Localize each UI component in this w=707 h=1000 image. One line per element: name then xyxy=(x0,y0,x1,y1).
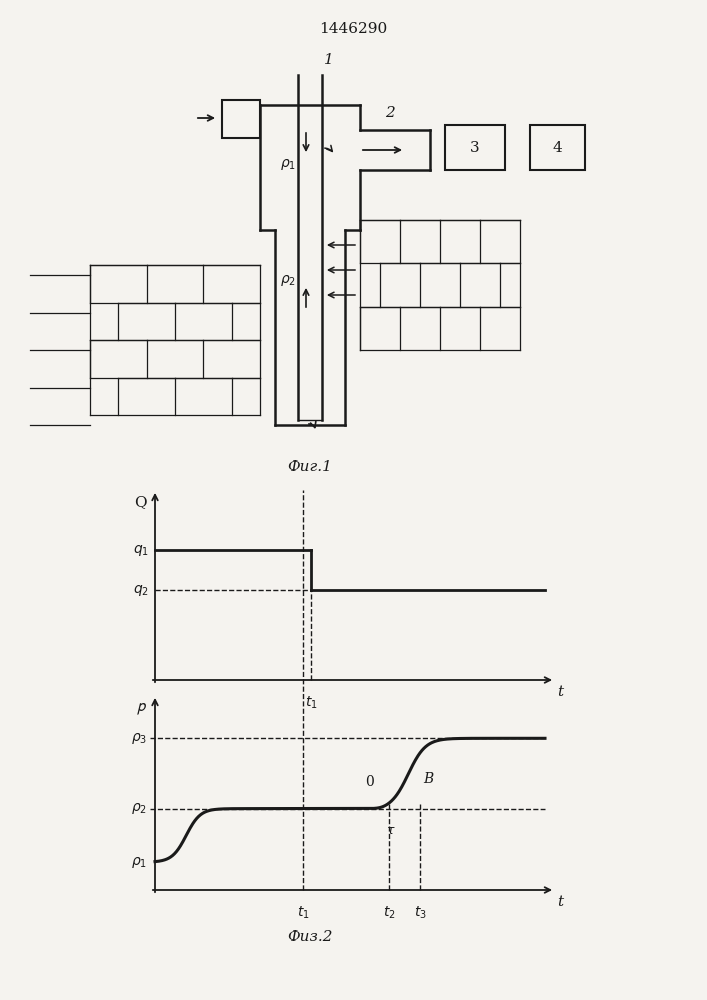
Text: 0: 0 xyxy=(365,775,374,789)
Text: 4: 4 xyxy=(553,140,562,154)
Bar xyxy=(445,125,505,170)
Text: Фиг.1: Фиг.1 xyxy=(288,460,332,474)
Text: $t_1$: $t_1$ xyxy=(297,905,310,921)
Text: $t_3$: $t_3$ xyxy=(414,905,426,921)
Text: $q_2$: $q_2$ xyxy=(133,582,149,597)
Text: $\rho_1$: $\rho_1$ xyxy=(280,157,296,172)
Text: $\tau$: $\tau$ xyxy=(386,824,396,837)
Text: $\rho_2$: $\rho_2$ xyxy=(131,801,147,816)
Text: $\rho_3$: $\rho_3$ xyxy=(131,731,147,746)
Text: B: B xyxy=(423,772,433,786)
Bar xyxy=(530,125,585,170)
Text: t: t xyxy=(557,895,563,909)
Text: $\rho_2$: $\rho_2$ xyxy=(280,272,296,288)
Text: $t_1$: $t_1$ xyxy=(305,695,317,711)
Bar xyxy=(222,100,260,138)
Text: 2: 2 xyxy=(385,106,395,120)
Text: 3: 3 xyxy=(470,140,480,154)
Text: $t_2$: $t_2$ xyxy=(382,905,395,921)
Text: Физ.2: Физ.2 xyxy=(287,930,333,944)
Text: Q: Q xyxy=(134,495,147,509)
Text: 1: 1 xyxy=(324,53,334,67)
Text: $\rho_1$: $\rho_1$ xyxy=(131,855,147,870)
Text: $\mathcal{p}$: $\mathcal{p}$ xyxy=(136,700,147,717)
Text: $q_1$: $q_1$ xyxy=(133,543,149,558)
Text: 1446290: 1446290 xyxy=(319,22,387,36)
Text: t: t xyxy=(557,685,563,699)
